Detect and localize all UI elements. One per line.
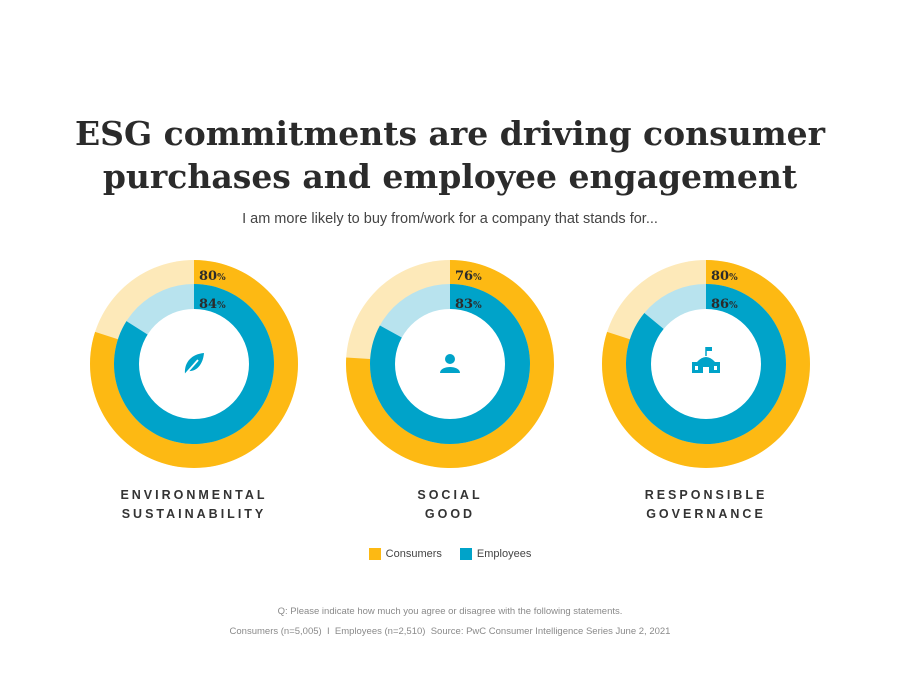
government-building-icon [692,347,720,373]
donut-3: 80% 86% [602,260,811,468]
value-label-employees: 86% [711,297,738,312]
category-label-governance: RESPONSIBLE GOVERNANCE [586,486,826,524]
chart-subtitle: I am more likely to buy from/work for a … [242,211,658,227]
value-label-consumers: 76% [455,269,482,284]
title-line-1: ESG commitments are driving consumer [74,114,826,153]
donut-1: 80% 84% [90,260,299,468]
value-label-consumers: 80% [199,269,226,284]
footnote-question: Q: Please indicate how much you agree or… [277,606,623,617]
leaf-icon [182,353,204,378]
category-label-environmental: ENVIRONMENTAL SUSTAINABILITY [74,486,314,524]
legend-label-consumers: Consumers [385,548,442,560]
value-label-employees: 83% [455,297,482,312]
chart-title: ESG commitments are driving consumer pur… [0,112,900,198]
legend-swatch-employees [459,548,472,560]
title-line-2: purchases and employee engagement [102,157,798,196]
value-label-employees: 84% [199,297,226,312]
category-label-line-2: SUSTAINABILITY [121,507,267,521]
value-label-consumers: 80% [711,269,738,284]
footnote-sources: Consumers (n=5,005) I Employees (n=2,510… [229,626,671,637]
category-label-line-2: GOVERNANCE [646,507,766,521]
donut-charts: 80% 84% 76% 83% 80% 86% [90,260,811,468]
person-icon [440,354,460,373]
category-label-line-2: GOOD [424,507,476,521]
category-label-social: SOCIAL GOOD [330,486,570,524]
category-label-line-1: RESPONSIBLE [644,488,768,502]
legend-item-consumers: Consumers [368,548,442,560]
category-label-line-1: ENVIRONMENTAL [120,488,268,502]
legend-item-employees: Employees [459,548,532,560]
legend: Consumers Employees [0,548,900,560]
category-label-line-1: SOCIAL [417,488,483,502]
legend-swatch-consumers [368,548,381,560]
donut-2: 76% 83% [346,260,554,468]
legend-label-employees: Employees [476,548,532,560]
